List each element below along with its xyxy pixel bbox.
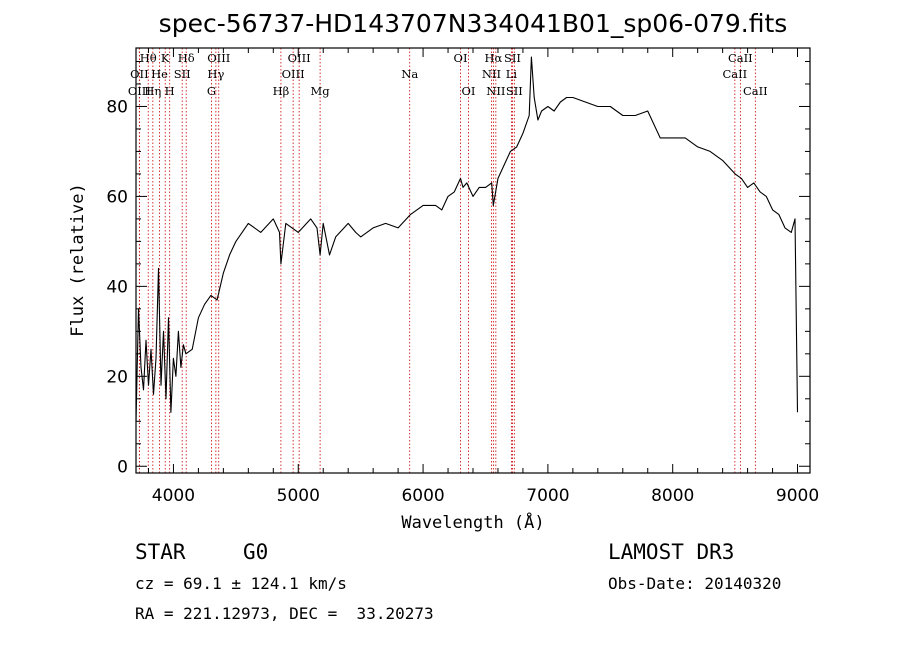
y-tick-label: 60 <box>106 187 128 207</box>
spectral-line-label: Hθ <box>140 51 157 65</box>
survey-name: LAMOST DR3 <box>608 540 735 564</box>
spectral-line-label: CaII <box>743 84 768 98</box>
plot-frame <box>135 47 811 474</box>
tick-labels: 4000 5000 6000 7000 8000 9000 0 20 40 60 80 <box>106 97 819 506</box>
spectral-line-label: OI <box>462 84 476 98</box>
obs-date-text: Obs-Date: 20140320 <box>608 574 782 593</box>
y-axis-label: Flux (relative) <box>68 183 88 337</box>
spectral-line-label: CaII <box>722 67 747 81</box>
x-tick-label: 6000 <box>401 486 444 506</box>
spectrum-line <box>135 56 799 422</box>
spectral-line-label: Hβ <box>273 84 290 98</box>
spectral-line-label: SII <box>174 67 191 81</box>
spectral-line-label: Hγ <box>207 67 224 81</box>
spectral-line-label: NII <box>486 84 505 98</box>
spectral-line-label: Hη <box>144 84 161 98</box>
spectral-line-label: OIII <box>207 51 230 65</box>
spectral-line-label: G <box>207 84 216 98</box>
spectral-line-label: OIII <box>282 67 305 81</box>
spectral-line-label: CaII <box>728 51 753 65</box>
spectral-line-label: NII <box>482 67 501 81</box>
x-tick-label: 4000 <box>152 486 195 506</box>
object-subclass: G0 <box>243 540 269 564</box>
spectral-line-label: OII <box>130 67 149 81</box>
axis-ticks <box>136 48 810 473</box>
spectral-line-label: OIII <box>128 84 151 98</box>
x-tick-label: 9000 <box>776 486 819 506</box>
spectral-line-label: SII <box>506 84 523 98</box>
spectral-line-markers <box>138 48 756 473</box>
spectral-line-label: OI <box>454 51 468 65</box>
y-tick-label: 80 <box>106 97 128 117</box>
spectral-line-label: He <box>151 67 168 81</box>
x-axis-label: Wavelength (Å) <box>401 511 544 533</box>
spectral-line-label: Li <box>506 67 518 81</box>
y-tick-label: 0 <box>117 457 128 477</box>
spectral-line-label: Mg <box>311 84 331 98</box>
spectral-line-label: H <box>165 84 175 98</box>
spectral-line-label: SII <box>504 51 521 65</box>
y-tick-label: 20 <box>106 367 128 387</box>
object-class: STAR <box>135 540 186 564</box>
spectral-line-label: Hδ <box>178 51 195 65</box>
x-tick-label: 7000 <box>526 486 569 506</box>
spectral-line-label: Hα <box>484 51 502 65</box>
spectral-line-label: OIII <box>288 51 311 65</box>
x-tick-label: 5000 <box>277 486 320 506</box>
spectral-line-label: Na <box>401 67 418 81</box>
coordinates-text: RA = 221.12973, DEC = 33.20273 <box>135 604 434 623</box>
y-tick-label: 40 <box>106 277 128 297</box>
x-tick-label: 8000 <box>651 486 694 506</box>
spectral-line-label: K <box>161 51 170 65</box>
redshift-text: cz = 69.1 ± 124.1 km/s <box>135 574 347 593</box>
chart-title: spec-56737-HD143707N334041B01_sp06-079.f… <box>159 9 788 38</box>
